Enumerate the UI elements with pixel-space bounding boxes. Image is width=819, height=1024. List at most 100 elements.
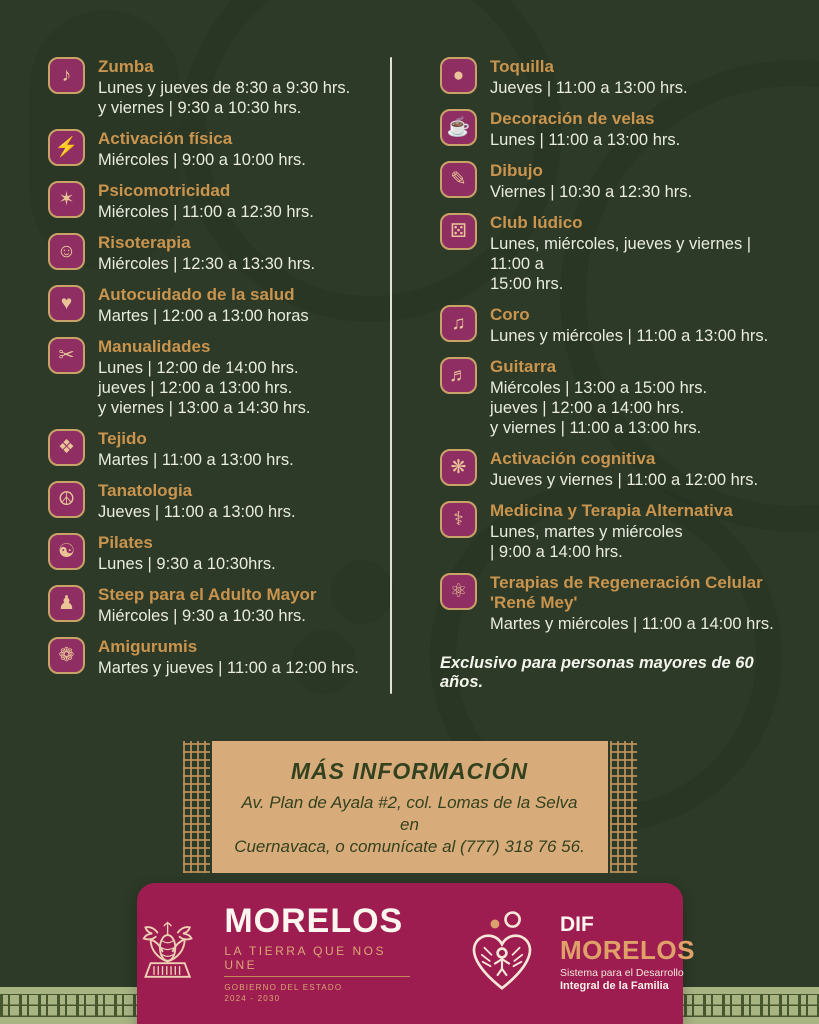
- activity-title: Toquilla: [490, 57, 554, 76]
- choir-icon: ♫: [440, 305, 477, 342]
- activity-schedule: Lunes | 12:00 de 14:00 hrs. jueves | 12:…: [98, 359, 311, 417]
- activity-item-toquilla: ● Toquilla Jueves | 11:00 a 13:00 hrs.: [440, 57, 792, 98]
- activity-item-club-ludico: ⚄ Club lúdico Lunes, miércoles, jueves y…: [440, 213, 792, 294]
- activity-schedule: Martes | 12:00 a 13:00 horas: [98, 307, 309, 325]
- hat-icon: ●: [440, 57, 477, 94]
- info-box-title: MÁS INFORMACIÓN: [290, 758, 529, 784]
- icon-glyph: ☮: [57, 489, 76, 510]
- activity-schedule: Miércoles | 11:00 a 12:30 hrs.: [98, 203, 314, 221]
- activity-schedule: Jueves y viernes | 11:00 a 12:00 hrs.: [490, 471, 759, 489]
- activity-item-risoterapia: ☺ Risoterapia Miércoles | 12:30 a 13:30 …: [48, 233, 390, 274]
- activities-columns: ♪ Zumba Lunes y jueves de 8:30 a 9:30 hr…: [48, 57, 792, 694]
- activity-item-psicomotricidad: ✶ Psicomotricidad Miércoles | 11:00 a 12…: [48, 181, 390, 222]
- dif-description-line1: Sistema para el Desarrollo: [559, 967, 684, 980]
- icon-glyph: ❖: [57, 437, 76, 458]
- activity-item-dibujo: ✎ Dibujo Viernes | 10:30 a 12:30 hrs.: [440, 161, 792, 202]
- activity-title: Steep para el Adulto Mayor: [98, 585, 317, 604]
- dif-morelos-label: MORELOS: [559, 934, 695, 965]
- icon-glyph: ✂: [58, 345, 75, 366]
- activity-item-autocuidado: ♥ Autocuidado de la salud Martes | 12:00…: [48, 285, 390, 326]
- brain-icon: ❋: [440, 449, 477, 486]
- activities-column-right: ● Toquilla Jueves | 11:00 a 13:00 hrs. ☕…: [392, 57, 792, 694]
- activity-schedule: Martes | 11:00 a 13:00 hrs.: [98, 451, 294, 469]
- activity-title: Guitarra: [490, 357, 557, 376]
- activity-schedule: Lunes | 9:30 a 10:30hrs.: [98, 555, 276, 573]
- candle-icon: ☕: [440, 109, 477, 146]
- activities-column-left: ♪ Zumba Lunes y jueves de 8:30 a 9:30 hr…: [48, 57, 390, 694]
- activity-title: Tanatologia: [98, 481, 193, 500]
- activity-schedule: Miércoles | 9:00 a 10:00 hrs.: [98, 151, 306, 169]
- icon-glyph: ⚡: [54, 137, 79, 158]
- dolls-icon: ❁: [48, 637, 85, 674]
- icon-glyph: ⚕: [453, 509, 464, 530]
- icon-glyph: ♟: [57, 593, 76, 614]
- activity-title: Activación cognitiva: [490, 449, 656, 468]
- activity-title: Autocuidado de la salud: [98, 285, 295, 304]
- dove-icon: ☮: [48, 481, 85, 518]
- activity-title: Coro: [490, 305, 530, 324]
- dancer-icon: ♪: [48, 57, 85, 94]
- activity-title: Zumba: [98, 57, 154, 76]
- icon-glyph: ♪: [61, 65, 72, 86]
- icon-glyph: ♬: [449, 365, 468, 386]
- info-section: MÁS INFORMACIÓN Av. Plan de Ayala #2, co…: [0, 741, 819, 873]
- meditation-icon: ☯: [48, 533, 85, 570]
- crafts-icon: ✂: [48, 337, 85, 374]
- activity-item-activacion-fisica: ⚡ Activación física Miércoles | 9:00 a 1…: [48, 129, 390, 170]
- activity-schedule: Lunes y jueves de 8:30 a 9:30 hrs. y vie…: [98, 79, 351, 117]
- column-divider: [390, 57, 392, 694]
- smiley-icon: ☺: [48, 233, 85, 270]
- activity-schedule: Lunes, martes y miércoles | 9:00 a 14:00…: [490, 523, 683, 561]
- activity-title: Risoterapia: [98, 233, 191, 252]
- exercise-icon: ⚡: [48, 129, 85, 166]
- activity-schedule: Jueves | 11:00 a 13:00 hrs.: [490, 79, 688, 97]
- pencil-icon: ✎: [440, 161, 477, 198]
- morelos-brand: MORELOS LA TIERRA QUE NOS UNE GOBIERNO D…: [125, 904, 410, 1003]
- heart-care-icon: ♥: [48, 285, 85, 322]
- activity-item-tanatologia: ☮ Tanatologia Jueves | 11:00 a 13:00 hrs…: [48, 481, 390, 522]
- age-restriction-note: Exclusivo para personas mayores de 60 añ…: [440, 654, 754, 691]
- morelos-slogan: LA TIERRA QUE NOS UNE: [224, 944, 410, 977]
- activity-item-velas: ☕ Decoración de velas Lunes | 11:00 a 13…: [440, 109, 792, 150]
- icon-glyph: ❋: [450, 457, 467, 478]
- icon-glyph: ♫: [451, 313, 466, 334]
- icon-glyph: ✎: [450, 169, 467, 190]
- activity-item-guitarra: ♬ Guitarra Miércoles | 13:00 a 15:00 hrs…: [440, 357, 792, 438]
- activity-title: Terapias de Regeneración Celular 'René M…: [490, 573, 763, 612]
- dice-icon: ⚄: [440, 213, 477, 250]
- dif-label: DIF: [559, 912, 594, 936]
- activity-item-regeneracion-celular: ⚛ Terapias de Regeneración Celular 'René…: [440, 573, 792, 634]
- medicine-icon: ⚕: [440, 501, 477, 538]
- activity-item-zumba: ♪ Zumba Lunes y jueves de 8:30 a 9:30 hr…: [48, 57, 390, 118]
- icon-glyph: ♥: [60, 293, 73, 314]
- activity-item-tejido: ❖ Tejido Martes | 11:00 a 13:00 hrs.: [48, 429, 390, 470]
- elder-person-icon: ♟: [48, 585, 85, 622]
- info-box-address: Av. Plan de Ayala #2, col. Lomas de la S…: [234, 793, 585, 856]
- dif-brand: DIF MORELOS Sistema para el Desarrollo I…: [458, 909, 695, 997]
- activity-item-amigurumis: ❁ Amigurumis Martes y jueves | 11:00 a 1…: [48, 637, 390, 678]
- icon-glyph: ❁: [58, 645, 75, 666]
- aztec-pattern-right: [609, 741, 637, 873]
- morelos-term-years: 2024 - 2030: [224, 993, 281, 1003]
- activity-schedule: Lunes y miércoles | 11:00 a 13:00 hrs.: [490, 327, 769, 345]
- activity-title: Activación física: [98, 129, 233, 148]
- activity-schedule: Lunes | 11:00 a 13:00 hrs.: [490, 131, 681, 149]
- icon-glyph: ⚄: [450, 221, 467, 242]
- child-icon: ✶: [48, 181, 85, 218]
- activity-title: Decoración de velas: [490, 109, 655, 128]
- weave-icon: ❖: [48, 429, 85, 466]
- icon-glyph: ☺: [56, 241, 77, 262]
- molecule-icon: ⚛: [440, 573, 477, 610]
- info-box: MÁS INFORMACIÓN Av. Plan de Ayala #2, co…: [211, 741, 608, 873]
- activity-item-medicina-alternativa: ⚕ Medicina y Terapia Alternativa Lunes, …: [440, 501, 792, 562]
- dif-description-line2: Integral de la Familia: [559, 980, 669, 993]
- activity-title: Psicomotricidad: [98, 181, 231, 200]
- activity-title: Club lúdico: [490, 213, 583, 232]
- icon-glyph: ☯: [57, 541, 76, 562]
- footer-banner: MORELOS LA TIERRA QUE NOS UNE GOBIERNO D…: [137, 883, 694, 1024]
- activity-item-pilates: ☯ Pilates Lunes | 9:30 a 10:30hrs.: [48, 533, 390, 574]
- activity-schedule: Martes y miércoles | 11:00 a 14:00 hrs.: [490, 615, 774, 633]
- activity-schedule: Miércoles | 13:00 a 15:00 hrs. jueves | …: [490, 379, 708, 437]
- activity-schedule: Jueves | 11:00 a 13:00 hrs.: [98, 503, 296, 521]
